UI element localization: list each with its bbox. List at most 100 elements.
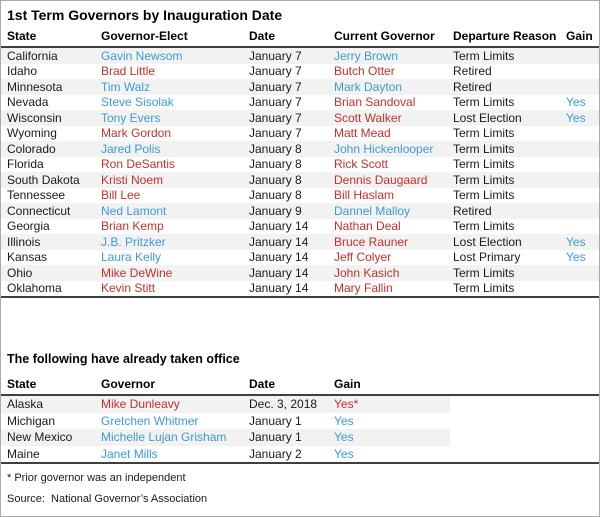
table-row: Tennessee Bill Lee January 8 Bill Haslam Ter… <box>1 188 599 204</box>
header-filler <box>450 375 599 396</box>
table-row: Nevada Steve Sisolak January 7 Brian Sandov… <box>1 95 599 111</box>
table-row: Connecticut Ned Lamont January 9 Dannel Mal… <box>1 203 599 219</box>
cell-governor-elect: Tony Evers <box>95 110 243 126</box>
first-term-table: State Governor-Elect Date Current Govern… <box>1 27 599 298</box>
cell-state: Georgia <box>7 219 50 234</box>
cell-state: Idaho <box>7 64 38 79</box>
cell-current-governor: Dannel Malloy <box>328 203 447 219</box>
cell-current-governor: Scott Walker <box>328 110 447 126</box>
cell-gain: Yes <box>560 110 599 126</box>
cell-current-governor: Bruce Rauner <box>328 234 447 250</box>
table-row: Wyoming Mark Gordon January 7 Matt Mead Term… <box>1 126 599 142</box>
col-header-state: State <box>1 375 95 396</box>
table-row: Alaska Mike Dunleavy Dec. 3, 2018 Yes* <box>1 395 599 413</box>
cell-gain <box>560 172 599 188</box>
cell-gain <box>560 203 599 219</box>
cell-date: January 8 <box>249 157 302 172</box>
cell-departure-reason: Term Limits <box>453 188 515 203</box>
taken-office-tbody: Alaska Mike Dunleavy Dec. 3, 2018 Yes* Michi… <box>1 395 599 463</box>
cell-departure-reason: Retired <box>447 203 560 219</box>
cell-state: Wisconsin <box>1 110 95 126</box>
cell-date: January 8 <box>243 172 328 188</box>
table-row: South Dakota Kristi Noem January 8 Dennis D… <box>1 172 599 188</box>
cell-state: Maine <box>7 446 40 461</box>
cell-state: Colorado <box>1 141 95 157</box>
cell-gain: Yes <box>566 95 586 110</box>
cell-state: Oklahoma <box>7 281 62 296</box>
cell-state: California <box>1 47 95 64</box>
cell-filler <box>450 429 599 446</box>
cell-governor: Janet Mills <box>101 446 158 461</box>
cell-governor-elect: Mark Gordon <box>101 126 172 141</box>
cell-state: Connecticut <box>1 203 95 219</box>
table-row: Idaho Brad Little January 7 Butch Otter Reti… <box>1 64 599 80</box>
cell-gain <box>560 126 599 142</box>
cell-date: January 14 <box>243 234 328 250</box>
cell-state: Wyoming <box>7 126 57 141</box>
cell-governor-elect: Brad Little <box>101 64 156 79</box>
cell-current-governor: Dennis Daugaard <box>328 172 447 188</box>
source-line: Source: National Governor’s Association <box>7 493 208 505</box>
cell-current-governor: John Hickenlooper <box>328 141 447 157</box>
cell-departure-reason: Term Limits <box>453 157 515 172</box>
cell-state: Alaska <box>1 395 95 413</box>
cell-governor-elect: Kristi Noem <box>95 172 243 188</box>
cell-date: January 14 <box>249 219 309 234</box>
table-row: Kansas Laura Kelly January 14 Jeff Colyer Lo… <box>1 250 599 266</box>
footnote: * Prior governor was an independent <box>7 472 186 484</box>
col-header-gain: Gain <box>328 375 450 396</box>
cell-date: January 9 <box>243 203 328 219</box>
col-header-governor-elect: Governor-Elect <box>95 27 243 48</box>
cell-gain <box>560 188 599 204</box>
cell-date: January 7 <box>249 64 302 79</box>
cell-governor-elect: Ned Lamont <box>95 203 243 219</box>
cell-date: January 1 <box>243 429 328 446</box>
cell-current-governor: John Kasich <box>328 265 447 281</box>
cell-governor: Michelle Lujan Grisham <box>95 429 243 446</box>
table-row: Georgia Brian Kemp January 14 Nathan Deal Te… <box>1 219 599 235</box>
cell-gain: Yes <box>334 413 354 428</box>
table-row: Florida Ron DeSantis January 8 Rick Scott Te… <box>1 157 599 173</box>
cell-gain <box>560 281 599 298</box>
cell-state: Illinois <box>1 234 95 250</box>
cell-gain <box>560 157 599 173</box>
cell-date: January 2 <box>249 446 302 461</box>
cell-gain: Yes <box>566 250 586 265</box>
cell-gain: Yes <box>328 429 450 446</box>
cell-date: January 1 <box>249 413 302 428</box>
cell-governor-elect: Tim Walz <box>95 79 243 95</box>
cell-gain: Yes <box>334 446 354 461</box>
cell-governor: Mike Dunleavy <box>95 395 243 413</box>
cell-departure-reason: Lost Election <box>447 110 560 126</box>
cell-state: New Mexico <box>1 429 95 446</box>
cell-state: Michigan <box>7 413 56 428</box>
cell-departure-reason: Retired <box>453 64 492 79</box>
table-row: Michigan Gretchen Whitmer January 1 Yes <box>1 413 599 430</box>
cell-gain: Yes* <box>328 395 450 413</box>
cell-gain <box>560 265 599 281</box>
taken-office-header-row: State Governor Date Gain <box>1 375 599 396</box>
table-row: Minnesota Tim Walz January 7 Mark Dayton Ret… <box>1 79 599 95</box>
cell-date: January 7 <box>243 79 328 95</box>
cell-governor-elect: Steve Sisolak <box>101 95 174 110</box>
cell-departure-reason: Term Limits <box>447 141 560 157</box>
cell-date: January 8 <box>243 141 328 157</box>
table-row: Wisconsin Tony Evers January 7 Scott Walker… <box>1 110 599 126</box>
cell-filler <box>450 413 599 430</box>
col-header-date: Date <box>243 27 328 48</box>
cell-gain: Yes <box>560 234 599 250</box>
cell-departure-reason: Term Limits <box>447 265 560 281</box>
cell-date: January 7 <box>243 47 328 64</box>
cell-date: January 14 <box>243 265 328 281</box>
cell-state: South Dakota <box>1 172 95 188</box>
cell-state: Florida <box>7 157 44 172</box>
cell-departure-reason: Term Limits <box>447 172 560 188</box>
table-row: New Mexico Michelle Lujan Grisham January … <box>1 429 599 446</box>
first-term-header-row: State Governor-Elect Date Current Govern… <box>1 27 599 48</box>
cell-state: Nevada <box>7 95 49 110</box>
cell-governor-elect: Mike DeWine <box>95 265 243 281</box>
cell-date: January 14 <box>249 250 309 265</box>
cell-departure-reason: Lost Election <box>447 234 560 250</box>
col-header-gain: Gain <box>560 27 599 48</box>
cell-current-governor: Mark Dayton <box>328 79 447 95</box>
